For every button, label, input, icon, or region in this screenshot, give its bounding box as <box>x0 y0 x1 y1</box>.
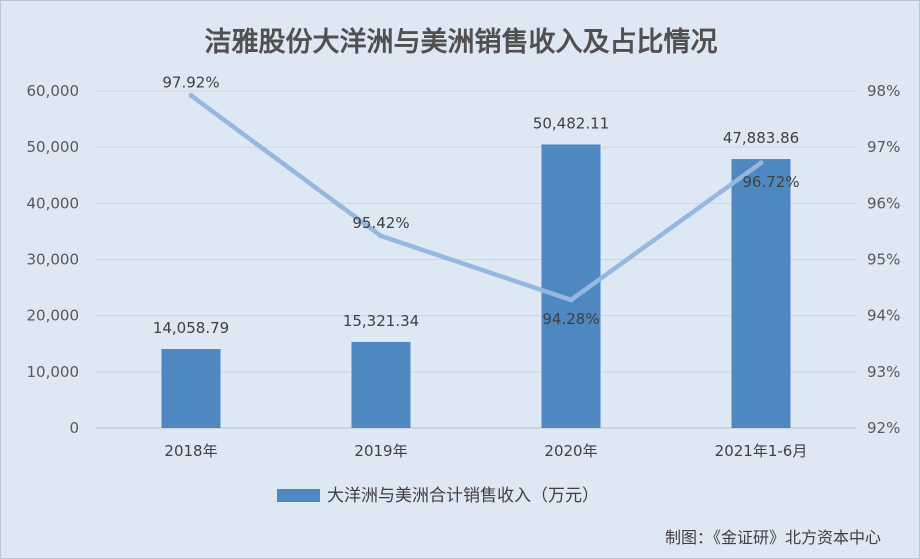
left-tick-label: 40,000 <box>27 194 80 212</box>
line-data-label: 94.28% <box>542 310 599 328</box>
line-point <box>188 92 194 98</box>
line-data-label: 95.42% <box>352 214 409 232</box>
right-tick-label: 96% <box>867 194 900 212</box>
right-tick-label: 95% <box>867 251 900 269</box>
bar-series <box>161 144 791 429</box>
bar-data-label: 47,883.86 <box>723 129 799 147</box>
chart-title: 洁雅股份大洋洲与美洲销售收入及占比情况 <box>205 26 718 58</box>
legend-label: 大洋洲与美洲合计销售收入（万元） <box>327 486 599 506</box>
x-tick-label: 2019年 <box>354 442 407 460</box>
legend-swatch <box>277 489 320 502</box>
line-point <box>568 297 574 303</box>
left-tick-label: 0 <box>69 419 79 437</box>
left-tick-label: 20,000 <box>27 307 80 325</box>
right-tick-label: 94% <box>867 307 900 325</box>
left-tick-label: 30,000 <box>27 251 80 269</box>
right-tick-label: 93% <box>867 363 900 381</box>
chart-credit: 制图：《金证研》北方资本中心 <box>665 528 881 547</box>
bar <box>161 349 221 428</box>
gridlines <box>96 90 856 429</box>
right-tick-label: 98% <box>867 82 900 100</box>
x-tick-label: 2020年 <box>544 442 597 460</box>
x-tick-label: 2018年 <box>164 442 217 460</box>
bar <box>351 341 411 428</box>
left-tick-label: 10,000 <box>27 363 80 381</box>
left-tick-label: 60,000 <box>27 82 80 100</box>
ratio-line <box>188 93 764 303</box>
right-axis-ticks: 92% 93% 94% 95% 96% 97% 98% <box>867 82 900 437</box>
right-tick-label: 92% <box>867 419 900 437</box>
x-axis-ticks: 2018年 2019年 2020年 2021年1-6月 <box>164 442 807 460</box>
bar-data-label: 14,058.79 <box>153 319 229 337</box>
left-axis-ticks: 0 10,000 20,000 30,000 40,000 50,000 60,000 <box>27 82 80 437</box>
line-data-label: 96.72% <box>742 173 799 191</box>
line-point <box>758 160 764 166</box>
data-labels: 14,058.79 15,321.34 50,482.11 47,883.86 97.9… <box>153 73 800 337</box>
line-data-label: 97.92% <box>162 73 219 91</box>
line-series <box>188 92 764 303</box>
bar <box>731 159 791 429</box>
bar-data-label: 50,482.11 <box>533 114 609 132</box>
x-tick-label: 2021年1-6月 <box>715 442 808 460</box>
bar-data-label: 15,321.34 <box>343 312 419 330</box>
left-tick-label: 50,000 <box>27 138 80 156</box>
right-tick-label: 97% <box>867 138 900 156</box>
line-point <box>378 233 384 239</box>
legend: 大洋洲与美洲合计销售收入（万元） <box>277 486 599 506</box>
